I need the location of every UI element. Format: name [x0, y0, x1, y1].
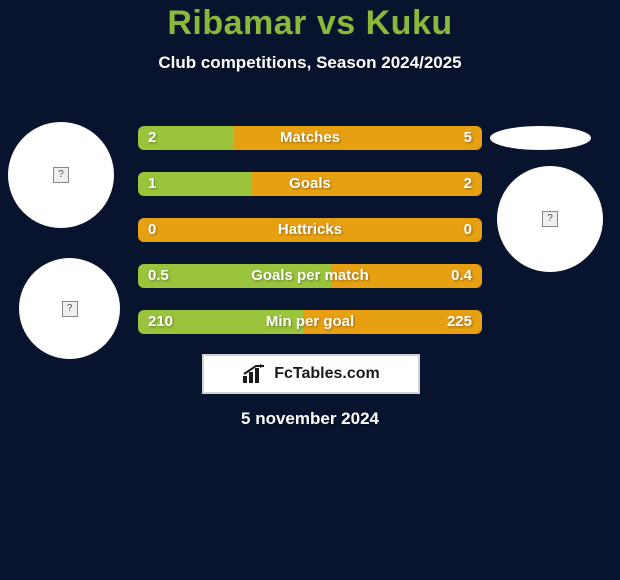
stat-row: Matches25 — [138, 126, 482, 150]
image-placeholder-icon — [53, 167, 69, 183]
bar-track — [138, 218, 482, 242]
player-avatar-right — [497, 166, 603, 272]
stat-row: Min per goal210225 — [138, 310, 482, 334]
bar-segment-right — [252, 172, 482, 196]
image-placeholder-icon — [62, 301, 78, 317]
bar-segment-left — [138, 264, 331, 288]
page-title: Ribamar vs Kuku — [0, 4, 620, 43]
bar-track — [138, 264, 482, 288]
logo-text: FcTables.com — [274, 365, 380, 383]
bars-icon — [242, 364, 268, 384]
comparison-bars: Matches25 Goals12 Hattricks00 Goals per mat… — [138, 126, 482, 356]
stat-row: Hattricks00 — [138, 218, 482, 242]
infographic: Ribamar vs Kuku Club competitions, Seaso… — [0, 0, 620, 580]
stat-row: Goals12 — [138, 172, 482, 196]
stat-row: Goals per match0.50.4 — [138, 264, 482, 288]
bar-segment-left — [138, 126, 234, 150]
image-placeholder-icon — [542, 211, 558, 227]
bar-segment-right — [234, 126, 482, 150]
bar-segment-right — [138, 218, 482, 242]
bar-track — [138, 310, 482, 334]
date-text: 5 november 2024 — [0, 409, 620, 429]
bar-segment-left — [138, 172, 252, 196]
bar-track — [138, 126, 482, 150]
player-avatar-left-2 — [19, 258, 120, 359]
bar-segment-right — [331, 264, 482, 288]
bar-segment-left — [138, 310, 303, 334]
subtitle: Club competitions, Season 2024/2025 — [0, 53, 620, 73]
bar-track — [138, 172, 482, 196]
decorative-ellipse-right — [490, 126, 591, 150]
bar-segment-right — [303, 310, 482, 334]
site-logo: FcTables.com — [202, 354, 420, 394]
player-avatar-left-1 — [8, 122, 114, 228]
